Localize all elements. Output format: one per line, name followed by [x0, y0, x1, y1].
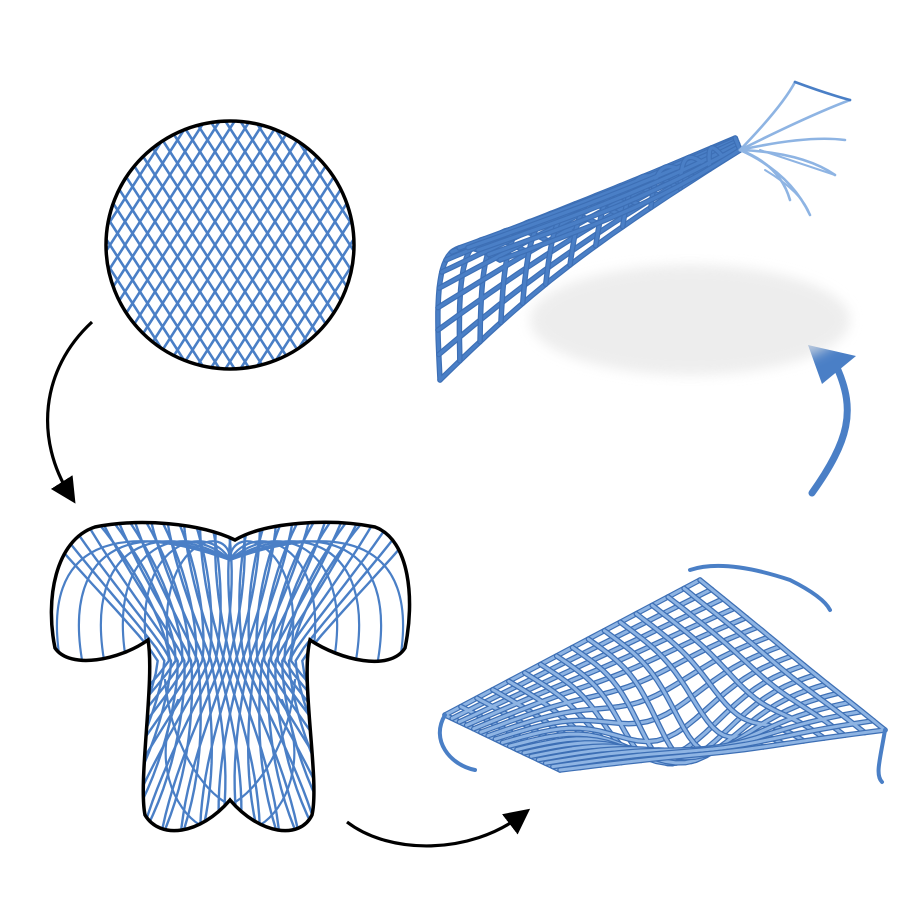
flat-petal: [437, 713, 477, 772]
planar-curve: [178, 522, 246, 831]
planar-arc: [143, 540, 232, 662]
planar-curve: [247, 522, 311, 831]
planar-curve: [227, 522, 301, 831]
grid-line: [243, 121, 354, 369]
grid-line: [106, 121, 157, 369]
flat-lattice-beams: [437, 563, 888, 784]
planar-curve: [233, 522, 295, 831]
grid-line: [0, 105, 80, 385]
arrow-circle-to-planar: [46, 320, 94, 504]
flat-beam: [666, 595, 846, 737]
planar-curve: [266, 522, 344, 831]
planar-curve: [274, 522, 360, 831]
grid-line: [106, 121, 142, 369]
planar-leg-curve: [228, 678, 297, 807]
planar-arc: [121, 540, 232, 662]
fan-edge: [759, 149, 836, 176]
shell-beam: [498, 148, 742, 262]
shell-beam: [487, 145, 741, 257]
arrow-flat-to-deployed: [808, 345, 856, 497]
planar-arc: [55, 540, 232, 662]
flat-petal: [688, 563, 832, 612]
grid-line: [106, 121, 157, 369]
deployed-lattice-3d: [435, 80, 852, 383]
fan-edge: [764, 169, 811, 216]
flat-beam: [501, 654, 794, 745]
fan-blade: [738, 148, 792, 202]
planar-leg-curve: [163, 678, 232, 807]
grid-line: [0, 105, 80, 385]
grid-line: [273, 121, 354, 369]
grid-line: [106, 121, 112, 369]
blue-arrowhead-icon: [808, 345, 856, 384]
planar-arc: [99, 540, 232, 662]
grid-line: [0, 105, 50, 385]
planar-leg-curve: [258, 698, 296, 827]
flat-beam: [551, 719, 875, 769]
planar-arc: [228, 540, 317, 662]
grid-line: [258, 121, 354, 369]
fan-blade: [738, 148, 837, 177]
grid-line: [0, 105, 20, 385]
grid-line: [0, 105, 50, 385]
planar-leg-curve: [164, 698, 202, 827]
shell-lattice-beams: [435, 135, 743, 383]
planar-arc: [228, 540, 361, 662]
flat-lattice-3d: [437, 563, 888, 784]
circle-outline: [104, 119, 356, 371]
flat-beam: [682, 586, 867, 735]
fan-blade: [738, 137, 847, 152]
planar-curve: [217, 522, 278, 831]
planar-arc: [165, 540, 232, 662]
grid-line: [106, 121, 112, 369]
grid-line: [0, 105, 20, 385]
planar-arc: [228, 540, 295, 662]
grid-line: [0, 105, 35, 385]
shell-shadow: [530, 265, 850, 375]
flat-beam: [522, 682, 829, 765]
planar-curve: [139, 522, 222, 831]
grid-line: [0, 105, 95, 385]
shell-beam: [707, 146, 727, 171]
grid-line: [288, 121, 354, 369]
shell-beam: [476, 142, 740, 252]
planar-curve: [198, 522, 262, 831]
grid-line: [273, 121, 354, 369]
grid-line: [106, 121, 172, 369]
planar-grid-lines: [51, 522, 410, 831]
planar-shape-outline: [49, 520, 412, 833]
flat-beam: [650, 603, 826, 740]
flat-beam: [558, 728, 887, 772]
planar-arc: [228, 540, 339, 662]
flat-beam: [698, 578, 887, 732]
shell-beam: [733, 136, 742, 152]
grid-line: [288, 121, 354, 369]
grid-line: [0, 105, 95, 385]
fan-edge: [793, 80, 852, 102]
grid-line: [106, 121, 142, 369]
fan-blade: [738, 98, 852, 152]
planar-arc: [77, 540, 232, 662]
grid-line: [0, 105, 5, 385]
grid-line: [0, 105, 5, 385]
fan-blade: [738, 80, 797, 152]
grid-line: [0, 105, 35, 385]
flat-petal: [876, 728, 887, 784]
grid-line: [228, 121, 354, 369]
planar-arc: [228, 540, 405, 662]
grid-line: [213, 121, 354, 369]
planar-arc: [228, 540, 383, 662]
planar-curve: [159, 522, 233, 831]
mapped-planar-lattice: [49, 520, 412, 833]
arrow-planar-to-flat: [346, 808, 531, 848]
grid-line: [0, 105, 65, 385]
grid-line: [0, 105, 65, 385]
shell-fan-tip: [738, 80, 852, 217]
planar-curve: [281, 522, 377, 831]
grid-line: [106, 121, 172, 369]
